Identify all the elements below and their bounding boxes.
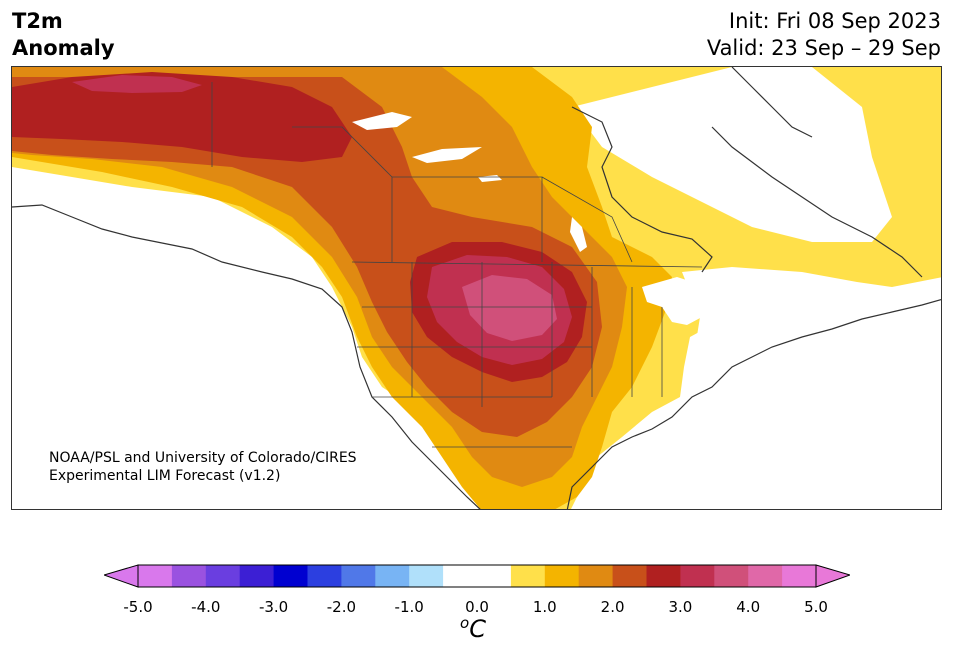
colorbar-cell xyxy=(443,565,478,587)
valid-range: Valid: 23 Sep – 29 Sep xyxy=(706,36,941,60)
colorbar-cell xyxy=(239,565,275,587)
colorbar-cell xyxy=(138,565,173,587)
colorbar-tick-label: 0.0 xyxy=(465,598,489,616)
colorbar-cell xyxy=(477,565,512,587)
colorbar-tick-label: -2.0 xyxy=(326,598,357,616)
lake-winnipeg xyxy=(570,217,587,252)
colorbar xyxy=(104,564,850,588)
anomaly-level-7 xyxy=(462,275,557,341)
anomaly-level-5 xyxy=(12,72,352,162)
colorbar-cell xyxy=(578,565,614,587)
coastlines xyxy=(12,67,941,509)
colorbar-tick-label: 4.0 xyxy=(736,598,761,616)
colorbar-tick-label: 2.0 xyxy=(600,598,625,616)
colorbar-tick-label: -5.0 xyxy=(123,598,153,616)
colorbar-tick-label: 5.0 xyxy=(804,598,828,616)
colorbar-cell xyxy=(341,565,376,587)
near-zero-region-east xyxy=(572,67,892,242)
credit-line-2: Experimental LIM Forecast (v1.2) xyxy=(49,468,281,484)
unit-celsius: C xyxy=(469,615,486,643)
colorbar-ticks: -5.0 -4.0 -3.0 -2.0 -1.0 0.0 1.0 2.0 3.0 4.0 5.0 xyxy=(0,598,953,618)
colorbar-cell xyxy=(680,565,715,587)
unit-degree: o xyxy=(460,614,470,632)
colorbar-under-arrow xyxy=(104,564,139,588)
colorbar-cell xyxy=(612,565,647,587)
colorbar-cell xyxy=(510,565,546,587)
colorbar-tick-label: 3.0 xyxy=(668,598,693,616)
colorbar-tick-label: 1.0 xyxy=(532,598,557,616)
anomaly-map[interactable] xyxy=(11,66,942,510)
colorbar-over-arrow xyxy=(815,564,850,588)
anomaly-level-6-alaska xyxy=(72,75,202,93)
colorbar-cell xyxy=(646,565,681,587)
colorbar-cell xyxy=(409,565,444,587)
colorbar-cell xyxy=(205,565,241,587)
colorbar-tick-label: -4.0 xyxy=(191,598,221,616)
colorbar-unit: oC xyxy=(460,614,486,643)
colorbar-cell xyxy=(782,565,817,587)
colorbar-cell xyxy=(307,565,342,587)
colorbar-cell xyxy=(544,565,580,587)
great-lakes xyxy=(642,277,712,325)
forecast-dates: Init: Fri 08 Sep 2023 Valid: 23 Sep – 29… xyxy=(707,8,941,62)
init-date: Init: Fri 08 Sep 2023 xyxy=(728,9,941,33)
title-line-2: Anomaly xyxy=(12,36,115,60)
colorbar-cell xyxy=(714,565,749,587)
colorbar-cell xyxy=(273,565,308,587)
title-line-1: T2m xyxy=(12,9,63,33)
data-credit: NOAA/PSL and University of Colorado/CIRE… xyxy=(49,449,357,485)
near-zero-region-northeast-us xyxy=(612,267,941,509)
colorbar-cell xyxy=(748,565,783,587)
colorbar-outline xyxy=(137,564,817,588)
credit-line-1: NOAA/PSL and University of Colorado/CIRE… xyxy=(49,450,357,466)
colorbar-cell xyxy=(171,565,207,587)
political-borders xyxy=(211,82,703,448)
map-canvas xyxy=(12,67,941,509)
colorbar-tick-label: -3.0 xyxy=(258,598,289,616)
map-title: T2m Anomaly xyxy=(12,8,115,62)
lake-athabasca xyxy=(412,147,482,163)
colorbar-cell xyxy=(375,565,410,587)
colorbar-tick-label: -1.0 xyxy=(394,598,424,616)
great-slave-lake xyxy=(352,112,412,130)
